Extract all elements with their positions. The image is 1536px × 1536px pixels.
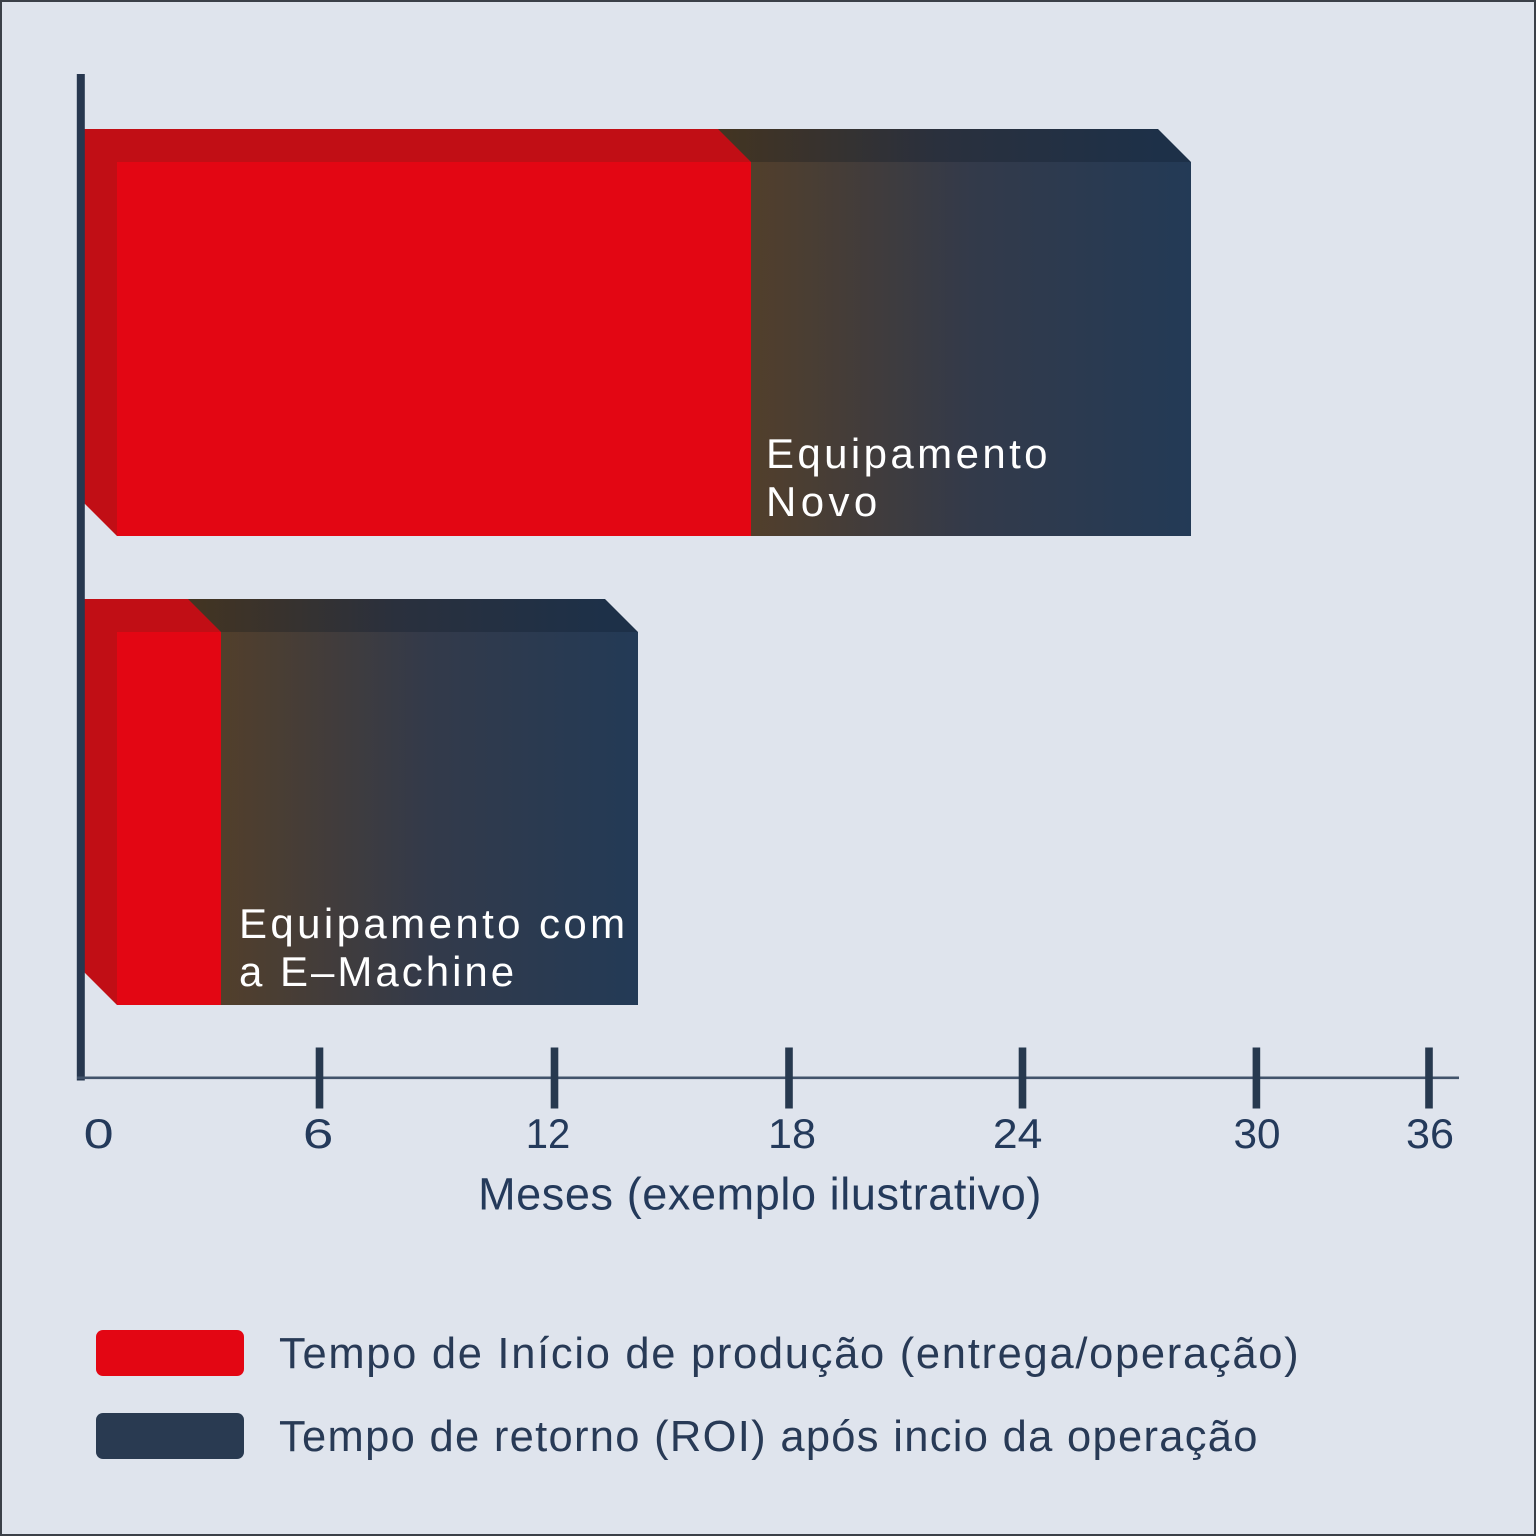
svg-text:18: 18 (768, 1110, 816, 1157)
svg-text:6: 6 (303, 1110, 334, 1157)
svg-text:Equipamento: Equipamento (766, 430, 1051, 477)
svg-text:12: 12 (526, 1110, 571, 1157)
svg-text:Novo: Novo (766, 478, 882, 525)
svg-text:a E–Machine: a E–Machine (239, 948, 517, 995)
svg-text:Equipamento com: Equipamento com (239, 900, 629, 947)
svg-text:Tempo de Início de produção (e: Tempo de Início de produção (entrega/ope… (279, 1330, 1300, 1378)
svg-text:Meses (exemplo ilustrativo): Meses (exemplo ilustrativo) (478, 1169, 1042, 1220)
svg-text:30: 30 (1234, 1110, 1281, 1157)
svg-text:36: 36 (1406, 1110, 1454, 1157)
svg-text:Tempo de retorno (ROI) após in: Tempo de retorno (ROI) após incio da ope… (279, 1413, 1259, 1461)
svg-text:0: 0 (84, 1110, 114, 1157)
svg-text:24: 24 (993, 1110, 1043, 1157)
